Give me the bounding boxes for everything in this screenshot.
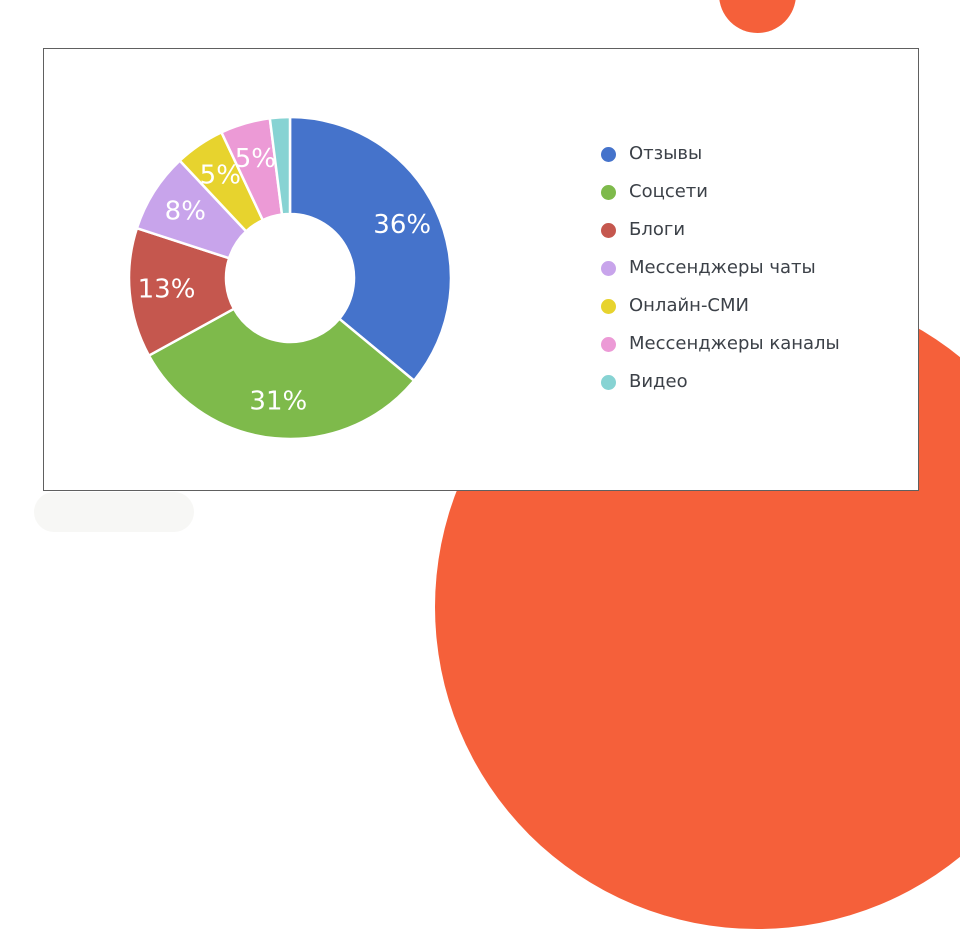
legend-item-7: Видео xyxy=(601,370,840,394)
legend-item-label: Блоги xyxy=(629,219,686,240)
legend-item-4: Мессенджеры чаты xyxy=(601,256,840,280)
legend-color-dot xyxy=(601,222,616,238)
slice-data-label: 31% xyxy=(249,386,307,416)
chart-card: 36% 31% 13% 8% 5% 5% Отзывы Соцсети Блоги Мессен… xyxy=(43,48,919,491)
slice-data-label: 13% xyxy=(138,275,196,305)
pie-slice-2 xyxy=(147,307,416,441)
pie-slice-1 xyxy=(288,115,453,382)
legend-item-label: Видео xyxy=(629,371,688,392)
slice-data-label: 5% xyxy=(200,160,241,190)
pie-slice-3 xyxy=(127,226,236,357)
legend-item-1: Отзывы xyxy=(601,142,840,166)
legend-item-3: Блоги xyxy=(601,218,840,242)
slice-data-label: 8% xyxy=(165,197,206,227)
legend-item-label: Мессенджеры чаты xyxy=(629,257,816,278)
legend-color-dot xyxy=(601,298,616,314)
legend-color-dot xyxy=(601,146,616,162)
decor-circle-top-right xyxy=(719,0,796,33)
legend-item-5: Онлайн-СМИ xyxy=(601,294,840,318)
legend-color-dot xyxy=(601,374,616,390)
legend-item-label: Отзывы xyxy=(629,143,703,164)
slice-data-label: 5% xyxy=(235,144,276,174)
legend-item-label: Онлайн-СМИ xyxy=(629,295,749,316)
legend-color-dot xyxy=(601,336,616,352)
legend-item-label: Мессенджеры каналы xyxy=(629,333,840,354)
watermark-blob xyxy=(34,492,194,532)
legend-item-label: Соцсети xyxy=(629,181,708,202)
legend-color-dot xyxy=(601,260,616,276)
chart-legend: Отзывы Соцсети Блоги Мессенджеры чаты Онлайн… xyxy=(601,142,840,394)
legend-color-dot xyxy=(601,184,616,200)
donut-chart: 36% 31% 13% 8% 5%5% xyxy=(127,115,453,441)
legend-item-2: Соцсети xyxy=(601,180,840,204)
pie-slice-7 xyxy=(268,115,292,216)
legend-item-6: Мессенджеры каналы xyxy=(601,332,840,356)
slice-data-label: 36% xyxy=(373,210,431,240)
